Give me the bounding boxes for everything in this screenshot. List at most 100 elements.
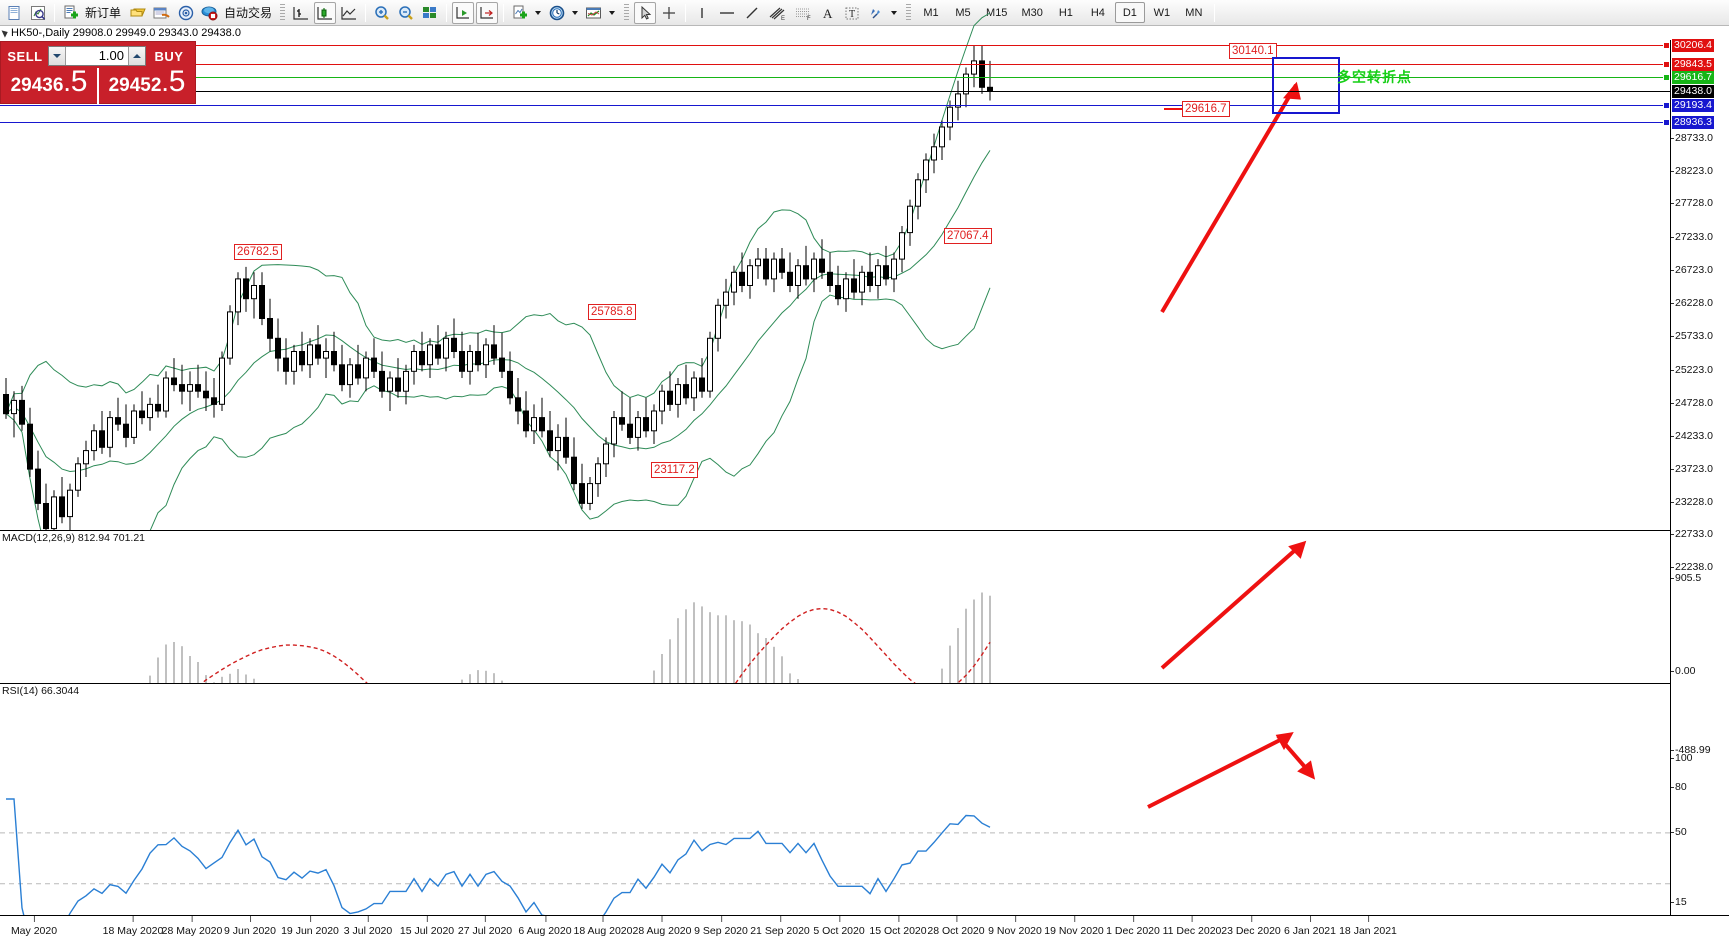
templates-icon[interactable] xyxy=(583,2,605,24)
folder-yellow-icon[interactable] xyxy=(127,2,149,24)
indicator-dropdown-arrow-icon[interactable] xyxy=(533,4,542,22)
shift-end-icon[interactable] xyxy=(452,1,475,24)
autotrading-icon[interactable] xyxy=(199,2,221,24)
date-axis-tick: 15 Oct 2020 xyxy=(869,916,927,937)
candlestick-chart-icon[interactable] xyxy=(314,1,337,24)
volume-input[interactable]: 1.00 xyxy=(66,47,128,65)
line-chart-icon[interactable] xyxy=(338,2,360,24)
timeframe-h4[interactable]: H4 xyxy=(1090,6,1105,19)
buy-price[interactable]: 29452. 5 xyxy=(97,67,195,104)
chart-canvas[interactable]: MACD(12,26,9) 812.94 701.21 RSI(14) 66.3… xyxy=(0,12,1729,944)
objects-dropdown-arrow-icon[interactable] xyxy=(889,4,898,22)
objects-icon[interactable] xyxy=(865,2,887,24)
date-axis-tick: 19 Nov 2020 xyxy=(1044,916,1104,937)
volume-stepper[interactable]: 1.00 xyxy=(48,46,146,66)
hline-icon[interactable] xyxy=(715,2,739,24)
timeframe-mn[interactable]: MN xyxy=(1185,6,1203,19)
chart-price-label[interactable]: 25785.8 xyxy=(588,304,636,320)
timeframe-m15[interactable]: M15 xyxy=(986,6,1008,19)
price-level-handle[interactable] xyxy=(1663,119,1670,126)
toolbar-grip-2[interactable] xyxy=(624,3,630,22)
selection-rectangle[interactable] xyxy=(1272,57,1340,114)
price-axis[interactable]: 28733.0 28223.0 27728.0 27233.0 26723.0 26228… xyxy=(1670,40,1729,915)
price-level-handle[interactable] xyxy=(1663,102,1670,109)
volume-decrement-button[interactable] xyxy=(49,47,66,65)
volume-increment-button[interactable] xyxy=(128,47,145,65)
date-axis-tick: 5 Oct 2020 xyxy=(813,916,865,937)
period-clock-icon[interactable] xyxy=(546,2,568,24)
price-axis-tick: 28733.0 xyxy=(1671,132,1713,144)
equidistant-channel-icon[interactable]: E xyxy=(765,2,789,24)
price-level-line[interactable] xyxy=(0,77,1670,78)
chart-text-note[interactable]: 多空转折点 xyxy=(1337,69,1412,85)
price-level-tag[interactable]: 29193.4 xyxy=(1672,99,1714,112)
zoom-out-icon[interactable] xyxy=(395,2,417,24)
macd-axis-tick: 905.5 xyxy=(1670,572,1702,584)
price-level-line[interactable] xyxy=(0,64,1670,65)
price-level-handle[interactable] xyxy=(1663,61,1670,68)
new-order-icon[interactable] xyxy=(60,2,82,24)
one-click-trading-panel[interactable]: SELL 1.00 BUY 29436. 5 29452. 5 xyxy=(0,41,196,104)
new-indicator-icon[interactable] xyxy=(509,2,531,24)
buy-price-separator: . xyxy=(162,75,168,96)
price-axis-tick: 24728.0 xyxy=(1671,397,1713,409)
date-axis-tick: 27 Jul 2020 xyxy=(458,916,512,937)
document-icon[interactable] xyxy=(3,2,25,24)
timeframe-m1[interactable]: M1 xyxy=(923,6,939,19)
toolbar-separator-2 xyxy=(365,3,367,22)
chart-price-label[interactable]: 26782.5 xyxy=(234,244,282,260)
date-axis-tick: 9 Jun 2020 xyxy=(224,916,276,937)
price-level-handle[interactable] xyxy=(1663,42,1670,49)
price-axis-tick: 23723.0 xyxy=(1671,463,1713,475)
text-icon[interactable]: A xyxy=(817,2,839,24)
price-level-handle[interactable] xyxy=(1663,74,1670,81)
toolbar-separator-6 xyxy=(1213,3,1215,22)
timeframe-m5[interactable]: M5 xyxy=(955,6,971,19)
buy-button[interactable]: BUY xyxy=(154,48,184,64)
vline-icon[interactable] xyxy=(691,2,713,24)
price-level-tag[interactable]: 28936.3 xyxy=(1672,116,1714,129)
data-window-icon[interactable] xyxy=(151,2,173,24)
price-level-tag[interactable]: 30206.4 xyxy=(1672,39,1714,52)
timeframe-d1[interactable]: D1 xyxy=(1114,2,1145,23)
sell-price[interactable]: 29436. 5 xyxy=(1,67,97,104)
price-level-tag[interactable]: 29438.0 xyxy=(1672,85,1714,98)
navigator-icon[interactable] xyxy=(175,2,197,24)
bar-chart-icon[interactable] xyxy=(290,2,312,24)
cursor-icon[interactable] xyxy=(634,1,657,24)
price-level-line[interactable] xyxy=(0,105,1670,106)
auto-scroll-icon[interactable] xyxy=(476,1,499,24)
price-level-line[interactable] xyxy=(0,45,1670,46)
price-level-line[interactable] xyxy=(0,122,1670,123)
tile-windows-icon[interactable] xyxy=(419,2,441,24)
toolbar-grip-3[interactable] xyxy=(906,3,912,22)
chart-price-label[interactable]: 23117.2 xyxy=(651,462,698,478)
chart-price-label[interactable]: 27067.4 xyxy=(944,228,992,244)
period-dropdown-arrow-icon[interactable] xyxy=(570,4,579,22)
fibonacci-icon[interactable]: F xyxy=(791,2,815,24)
date-axis-tick: May 2020 xyxy=(11,916,57,937)
rsi-pane[interactable]: RSI(14) 66.3044 xyxy=(0,683,1670,944)
chart-price-label[interactable]: 29616.7 xyxy=(1182,101,1230,117)
new-order-label[interactable]: 新订单 xyxy=(85,6,122,20)
price-level-line[interactable] xyxy=(0,91,1670,92)
date-axis-tick: 23 Dec 2020 xyxy=(1221,916,1281,937)
timeframe-h1[interactable]: H1 xyxy=(1058,6,1073,19)
sell-button[interactable]: SELL xyxy=(7,48,43,64)
trendline-icon[interactable] xyxy=(741,2,763,24)
chart-price-label[interactable]: 30140.1 xyxy=(1229,43,1277,59)
rsi-axis-tick: 50 xyxy=(1671,826,1687,838)
zoom-in-icon[interactable] xyxy=(371,2,393,24)
magnifier-chart-icon[interactable] xyxy=(27,2,49,24)
price-level-tag[interactable]: 29843.5 xyxy=(1672,58,1714,71)
text-label-icon[interactable]: T xyxy=(841,2,863,24)
timeframe-m30[interactable]: M30 xyxy=(1021,6,1043,19)
toolbar-grip[interactable] xyxy=(280,3,286,22)
sell-price-separator: . xyxy=(64,75,70,96)
crosshair-icon[interactable] xyxy=(658,2,680,24)
autotrading-label[interactable]: 自动交易 xyxy=(224,6,273,20)
price-level-tag[interactable]: 29616.7 xyxy=(1672,71,1714,84)
timeframe-w1[interactable]: W1 xyxy=(1153,6,1171,19)
templates-dropdown-arrow-icon[interactable] xyxy=(607,4,616,22)
